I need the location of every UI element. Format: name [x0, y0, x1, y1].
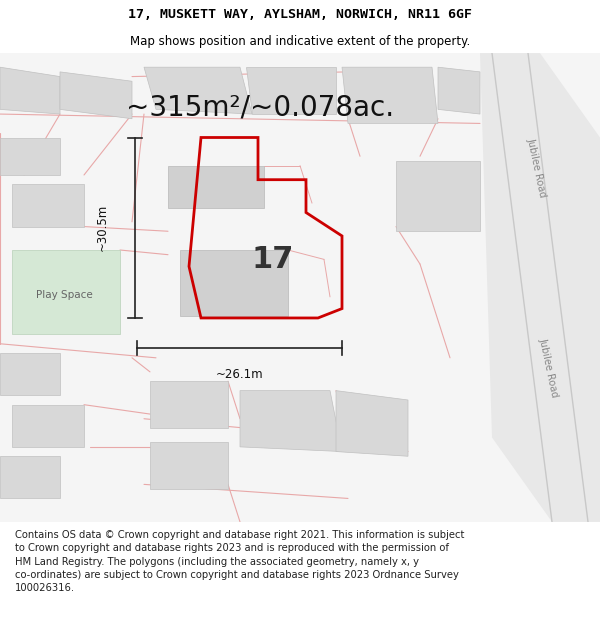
- Polygon shape: [12, 250, 120, 334]
- Polygon shape: [0, 353, 60, 396]
- Text: Jubilee Road: Jubilee Road: [526, 138, 548, 199]
- Polygon shape: [240, 391, 342, 451]
- Text: ~30.5m: ~30.5m: [95, 204, 109, 251]
- Polygon shape: [438, 67, 480, 114]
- Text: 17, MUSKETT WAY, AYLSHAM, NORWICH, NR11 6GF: 17, MUSKETT WAY, AYLSHAM, NORWICH, NR11 …: [128, 8, 472, 21]
- Polygon shape: [12, 405, 84, 447]
- Polygon shape: [0, 67, 60, 114]
- Polygon shape: [144, 67, 252, 114]
- Text: 17: 17: [252, 245, 294, 274]
- Text: Jubilee Road: Jubilee Road: [538, 336, 560, 398]
- Polygon shape: [180, 250, 288, 316]
- Polygon shape: [0, 138, 60, 175]
- Polygon shape: [396, 161, 480, 231]
- Polygon shape: [150, 442, 228, 489]
- Polygon shape: [342, 67, 438, 124]
- Polygon shape: [480, 53, 600, 522]
- Polygon shape: [246, 67, 336, 114]
- Polygon shape: [60, 72, 132, 119]
- Text: Map shows position and indicative extent of the property.: Map shows position and indicative extent…: [130, 35, 470, 48]
- Polygon shape: [150, 381, 228, 428]
- Polygon shape: [12, 184, 84, 226]
- Polygon shape: [168, 166, 264, 208]
- Text: ~315m²/~0.078ac.: ~315m²/~0.078ac.: [126, 93, 394, 121]
- Polygon shape: [336, 391, 408, 456]
- Text: Contains OS data © Crown copyright and database right 2021. This information is : Contains OS data © Crown copyright and d…: [15, 530, 464, 593]
- Polygon shape: [0, 456, 60, 499]
- Text: Play Space: Play Space: [37, 289, 93, 299]
- Text: ~26.1m: ~26.1m: [215, 368, 263, 381]
